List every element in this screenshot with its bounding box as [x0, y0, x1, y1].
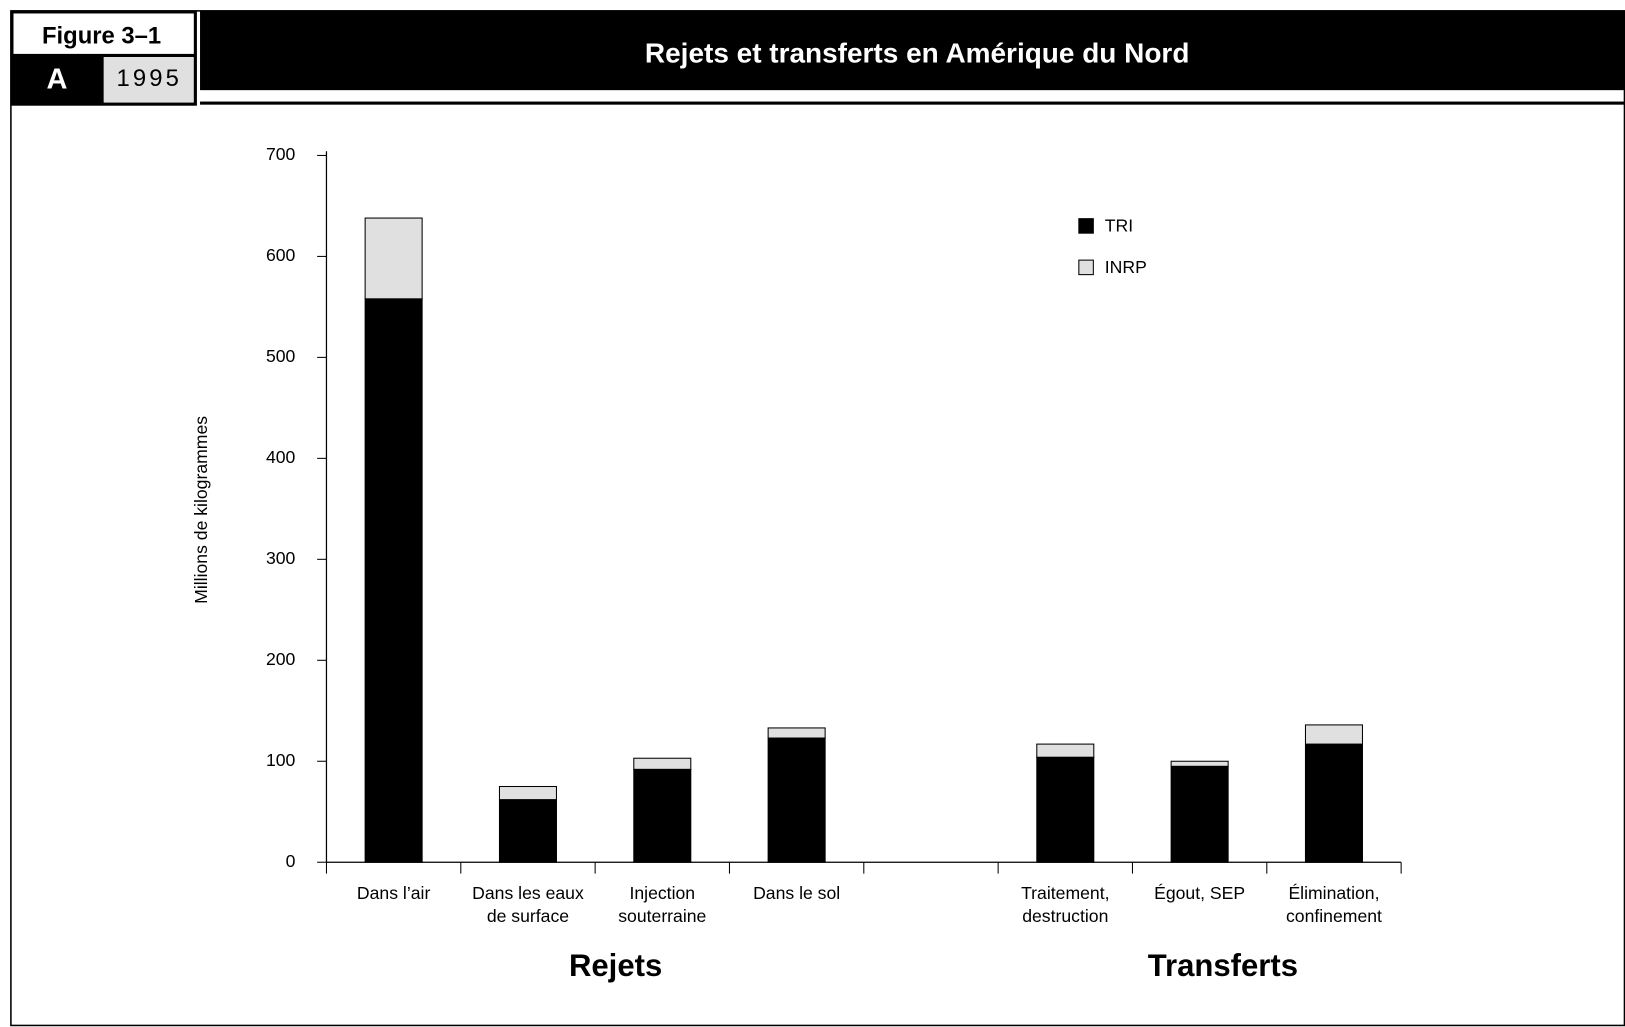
x-tick-label: Traitement,	[1021, 883, 1109, 903]
bar-segment	[1036, 743, 1095, 758]
figure-label-bg	[13, 13, 194, 54]
bar-segment	[633, 757, 692, 770]
frame	[10, 10, 1625, 1027]
y-tick-label: 600	[266, 245, 296, 265]
title-rule	[200, 101, 1625, 105]
y-tick-label: 700	[266, 144, 296, 164]
chart-title: Rejets et transferts en Amérique du Nord	[645, 37, 1189, 68]
y-tick-label: 100	[266, 750, 296, 770]
bar-segment	[498, 785, 557, 801]
year-bg	[103, 56, 194, 103]
legend-label: TRI	[1105, 216, 1133, 236]
panel-label: A	[47, 63, 68, 95]
group-label: Transferts	[1148, 948, 1298, 983]
x-tick-label: confinement	[1286, 906, 1382, 926]
bar-segment	[1170, 765, 1229, 863]
x-tick-label: Élimination,	[1288, 883, 1379, 903]
y-tick-label: 300	[266, 548, 296, 568]
bar-segment	[1304, 743, 1363, 863]
title-bar	[200, 10, 1625, 91]
x-tick-label: Injection	[630, 883, 696, 903]
x-tick-label: Dans l’air	[357, 883, 431, 903]
bar-segment	[364, 217, 423, 300]
bar-segment	[1036, 756, 1095, 863]
figure-label: Figure 3–1	[42, 23, 161, 50]
bar-segment	[1170, 760, 1229, 767]
group-label: Rejets	[569, 948, 662, 983]
x-tick-label: Dans le sol	[753, 883, 840, 903]
bar-segment	[767, 737, 826, 863]
legend-label: INRP	[1105, 257, 1147, 277]
y-tick-label: 0	[286, 851, 296, 871]
bar-segment	[633, 768, 692, 863]
bar-segment	[767, 727, 826, 739]
x-tick-label: Dans les eaux	[472, 883, 584, 903]
y-tick-label: 200	[266, 649, 296, 669]
y-axis-label: Millions de kilogrammes	[191, 416, 211, 604]
y-tick-label: 500	[266, 346, 296, 366]
bar-segment	[364, 298, 423, 863]
y-tick-label: 400	[266, 447, 296, 467]
x-tick-label: de surface	[487, 906, 569, 926]
bar-segment	[1304, 724, 1363, 745]
legend-swatch	[1078, 218, 1094, 234]
legend-swatch	[1078, 259, 1094, 276]
bar-segment	[498, 799, 557, 863]
x-tick-label: souterraine	[618, 906, 706, 926]
year-label: 1995	[117, 65, 182, 92]
x-tick-label: destruction	[1022, 906, 1108, 926]
x-tick-label: Égout, SEP	[1154, 883, 1245, 903]
